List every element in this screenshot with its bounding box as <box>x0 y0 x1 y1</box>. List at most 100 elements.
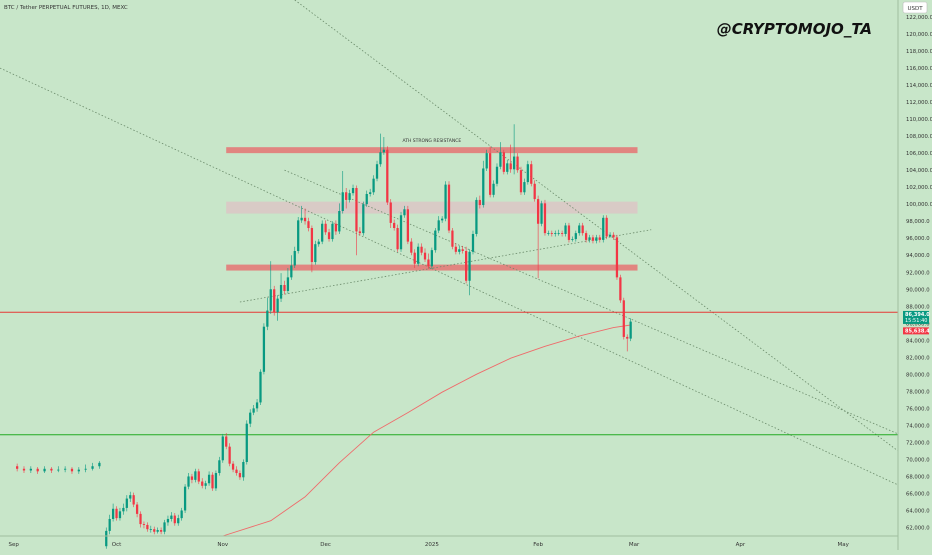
candle[interactable] <box>560 230 564 237</box>
candle[interactable] <box>434 228 437 253</box>
candle[interactable] <box>252 404 255 416</box>
moving-average-line[interactable] <box>222 324 631 537</box>
candle[interactable] <box>605 215 608 240</box>
candle[interactable] <box>269 261 272 314</box>
candle[interactable] <box>108 514 111 535</box>
candle[interactable] <box>447 181 451 234</box>
candle[interactable] <box>557 229 560 236</box>
candle[interactable] <box>290 255 293 280</box>
candle[interactable] <box>331 221 334 242</box>
candle[interactable] <box>451 228 454 250</box>
candle[interactable] <box>506 159 509 175</box>
candle[interactable] <box>173 513 176 526</box>
candle[interactable] <box>190 473 194 484</box>
candle[interactable] <box>279 273 283 303</box>
candle[interactable] <box>43 466 46 474</box>
candle[interactable] <box>454 243 457 255</box>
candle[interactable] <box>314 240 317 265</box>
candle[interactable] <box>564 222 567 237</box>
candle[interactable] <box>619 274 622 303</box>
candle[interactable] <box>488 146 492 198</box>
price-label-badge[interactable] <box>903 310 929 324</box>
candle[interactable] <box>266 297 269 331</box>
candle[interactable] <box>475 197 478 237</box>
candle[interactable] <box>382 136 386 155</box>
candle[interactable] <box>584 230 588 243</box>
candle[interactable] <box>132 492 135 508</box>
candle[interactable] <box>571 236 574 242</box>
candle[interactable] <box>427 253 430 269</box>
candle[interactable] <box>615 234 619 280</box>
candle[interactable] <box>142 521 146 529</box>
candle[interactable] <box>413 249 416 268</box>
candle[interactable] <box>348 189 351 203</box>
candle[interactable] <box>29 466 32 474</box>
candle[interactable] <box>420 243 423 256</box>
candle[interactable] <box>204 480 207 490</box>
zone-1[interactable] <box>226 201 638 214</box>
candle[interactable] <box>393 219 396 231</box>
candle[interactable] <box>516 153 519 173</box>
candle[interactable] <box>225 433 228 450</box>
candle[interactable] <box>362 201 365 236</box>
candle[interactable] <box>163 519 166 535</box>
candle[interactable] <box>602 215 605 243</box>
candle[interactable] <box>286 268 290 294</box>
candle[interactable] <box>259 369 262 405</box>
candle[interactable] <box>540 200 543 227</box>
candle[interactable] <box>375 160 379 182</box>
candle[interactable] <box>519 166 523 195</box>
candle[interactable] <box>465 246 468 284</box>
candle[interactable] <box>228 443 231 467</box>
candle[interactable] <box>574 230 577 242</box>
candle[interactable] <box>430 247 433 269</box>
candle[interactable] <box>84 464 87 473</box>
candle[interactable] <box>458 245 461 255</box>
candle[interactable] <box>50 467 53 474</box>
candle[interactable] <box>317 239 320 247</box>
candle[interactable] <box>111 503 115 522</box>
candle[interactable] <box>125 495 128 512</box>
candle[interactable] <box>177 514 180 526</box>
candle[interactable] <box>526 160 529 185</box>
candle[interactable] <box>180 507 183 521</box>
candle[interactable] <box>255 399 259 412</box>
candle[interactable] <box>554 230 557 237</box>
trendline-2[interactable] <box>294 0 899 452</box>
candle[interactable] <box>324 220 327 235</box>
candle[interactable] <box>437 216 440 234</box>
candle[interactable] <box>341 171 344 214</box>
candle[interactable] <box>303 208 307 225</box>
trendline-1[interactable] <box>284 169 899 435</box>
candle[interactable] <box>276 295 279 321</box>
candle[interactable] <box>358 227 362 236</box>
candle[interactable] <box>170 512 173 522</box>
zone-0[interactable] <box>226 147 638 154</box>
candle[interactable] <box>403 205 406 218</box>
candle[interactable] <box>187 473 190 490</box>
candle[interactable] <box>293 246 296 268</box>
candle[interactable] <box>351 184 355 196</box>
candle[interactable] <box>536 195 540 279</box>
price-label-badge[interactable] <box>903 327 929 335</box>
candle[interactable] <box>530 160 533 187</box>
candle[interactable] <box>612 232 615 240</box>
candle[interactable] <box>468 249 471 296</box>
candle[interactable] <box>297 216 300 254</box>
candle[interactable] <box>98 461 101 469</box>
candle[interactable] <box>194 468 197 483</box>
candle[interactable] <box>499 142 502 170</box>
candle[interactable] <box>471 230 475 255</box>
candle[interactable] <box>118 507 122 521</box>
candle[interactable] <box>372 175 375 195</box>
candle[interactable] <box>214 470 218 491</box>
candle[interactable] <box>389 199 392 229</box>
candle[interactable] <box>321 220 324 245</box>
candle[interactable] <box>406 205 410 245</box>
candle[interactable] <box>444 181 447 222</box>
candle[interactable] <box>543 199 547 236</box>
candle[interactable] <box>122 503 125 515</box>
candle[interactable] <box>355 185 358 256</box>
candle[interactable] <box>115 506 118 521</box>
candle[interactable] <box>550 230 553 237</box>
